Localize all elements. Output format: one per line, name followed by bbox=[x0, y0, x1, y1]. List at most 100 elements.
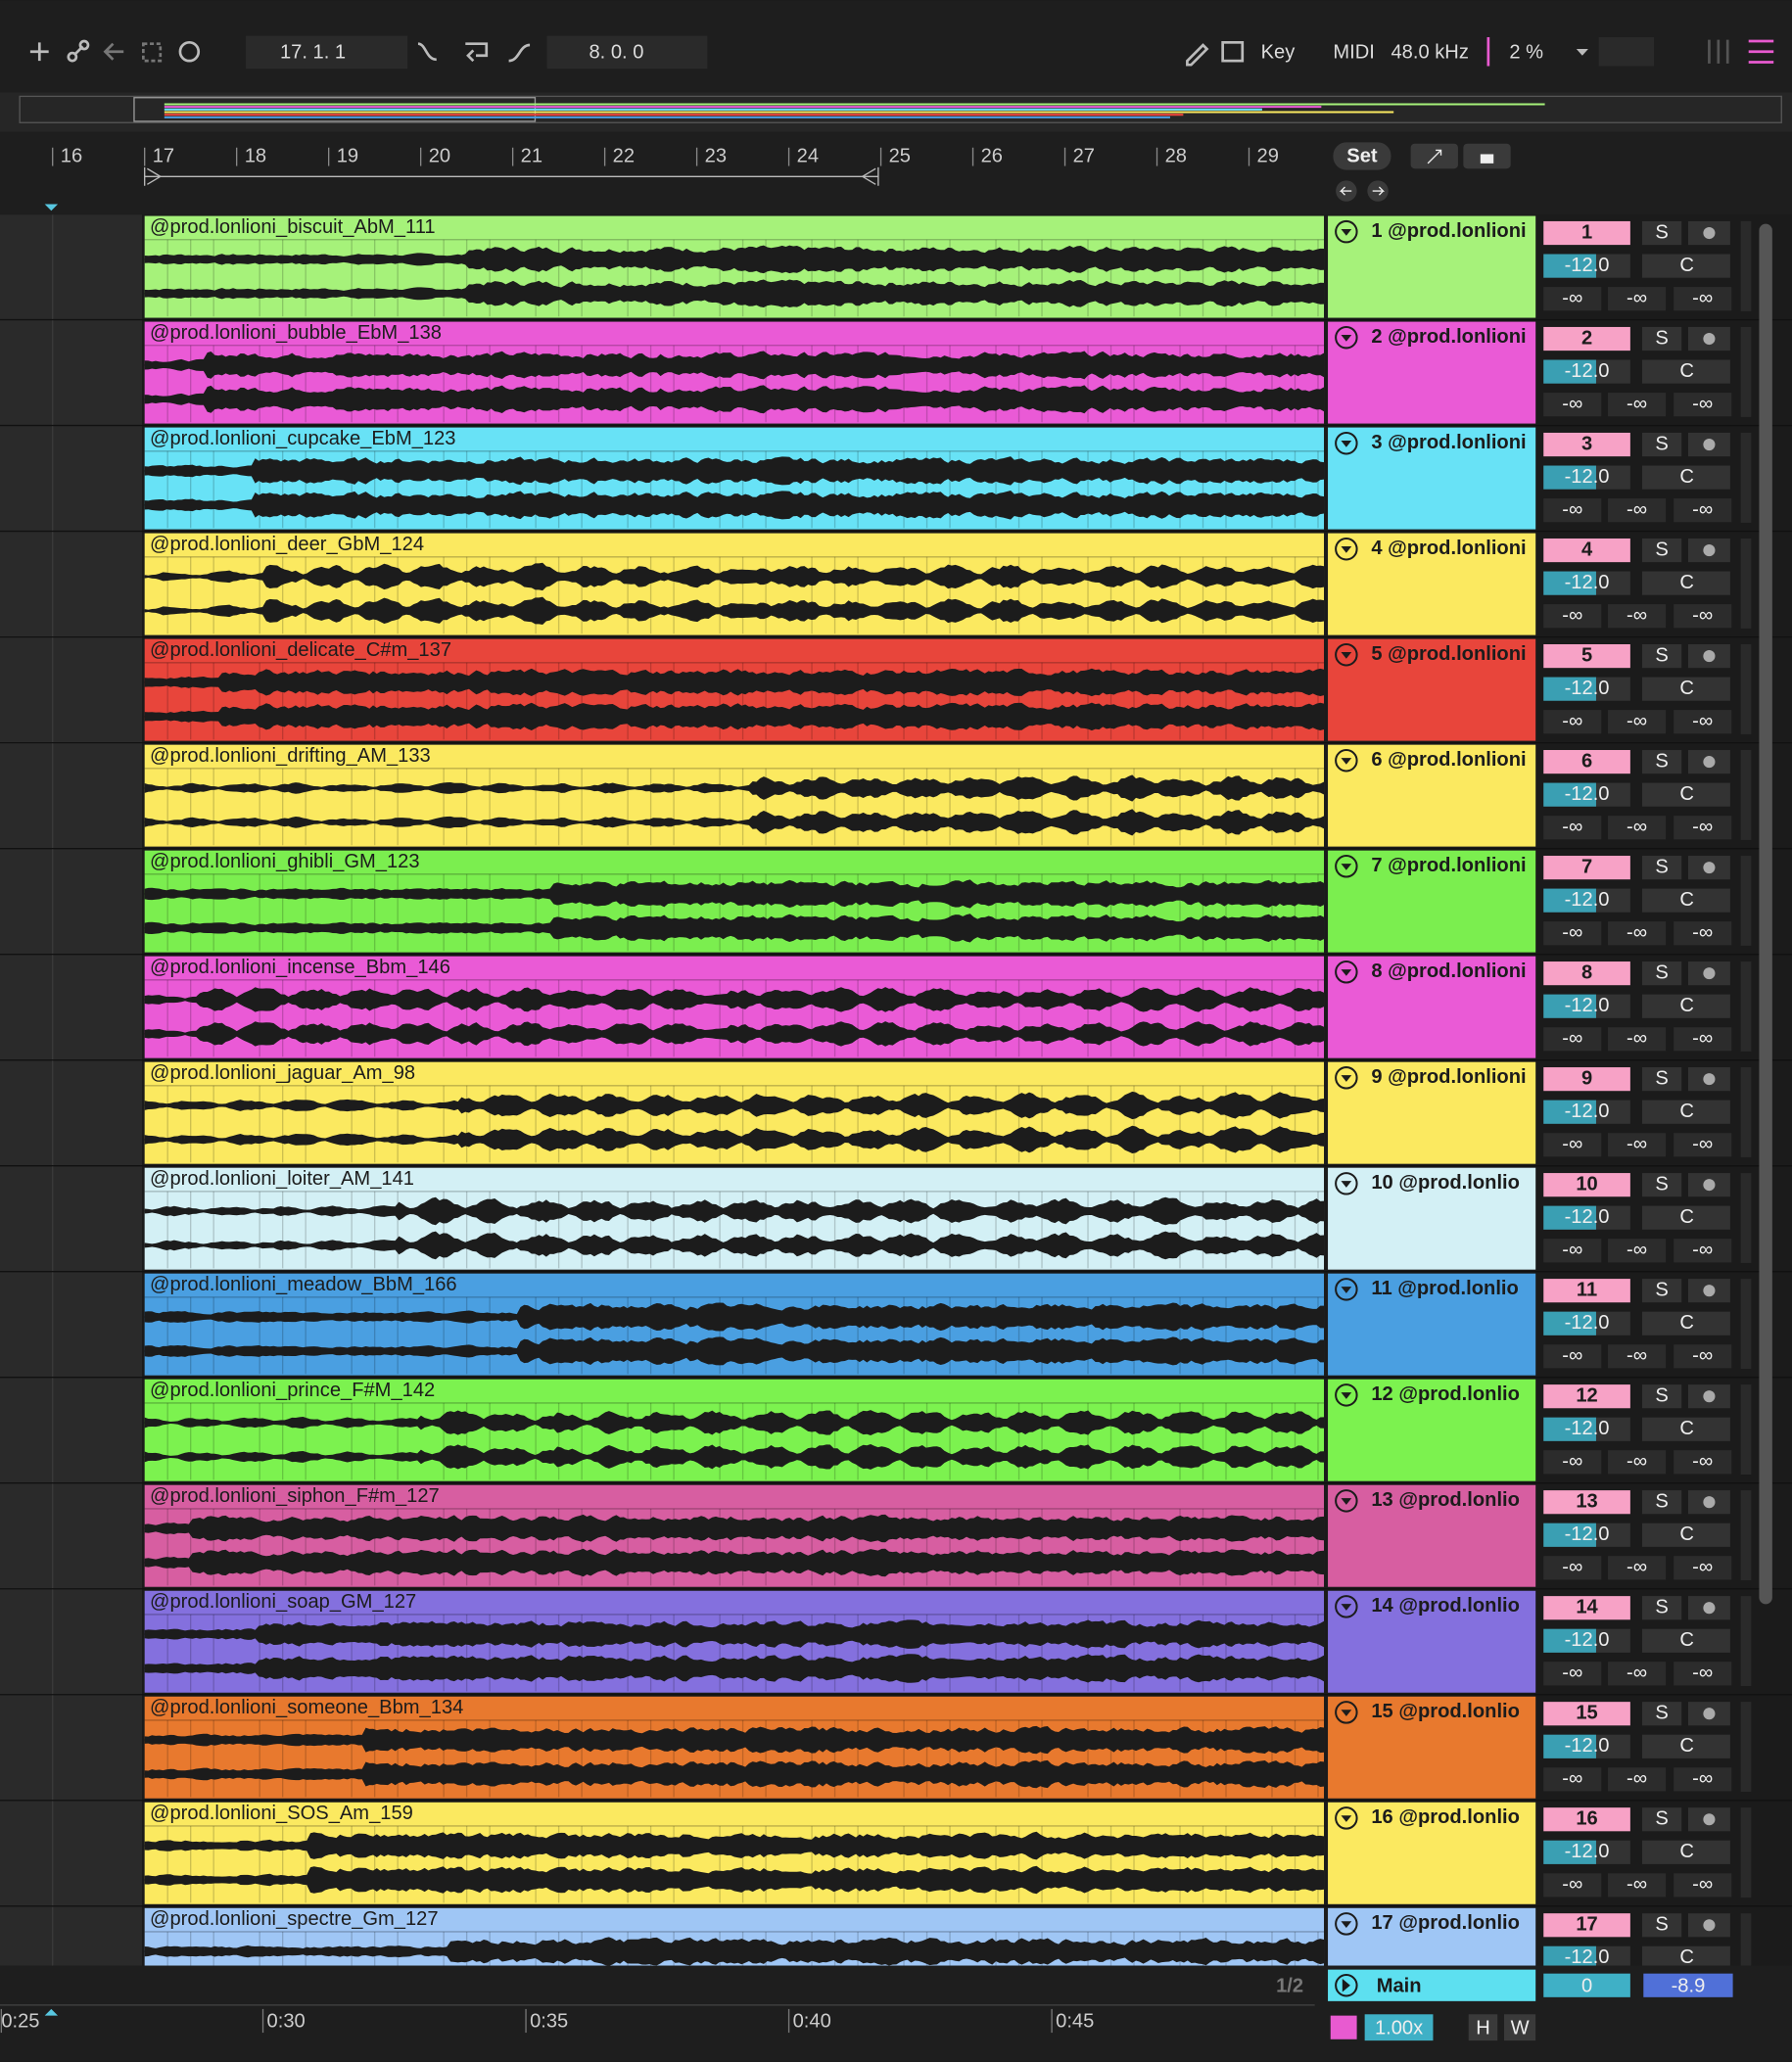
solo-box[interactable] bbox=[1641, 326, 1682, 351]
track-header[interactable] bbox=[1328, 1907, 1536, 2010]
track-number-box[interactable] bbox=[1543, 856, 1630, 880]
solo-box[interactable] bbox=[1641, 432, 1682, 457]
fold-button[interactable] bbox=[1335, 749, 1358, 773]
add-icon[interactable] bbox=[29, 42, 49, 62]
pan-box[interactable] bbox=[1641, 359, 1730, 384]
solo-box[interactable] bbox=[1641, 220, 1682, 246]
fold-button[interactable] bbox=[1335, 325, 1358, 350]
cpu-dropdown[interactable] bbox=[1576, 49, 1588, 56]
solo-box[interactable] bbox=[1641, 1279, 1682, 1303]
curve-icon[interactable] bbox=[508, 43, 531, 63]
scrollbar[interactable] bbox=[1759, 223, 1772, 1605]
track-header[interactable] bbox=[1328, 638, 1536, 741]
track-header[interactable] bbox=[1328, 427, 1536, 530]
fold-button[interactable] bbox=[1335, 1806, 1358, 1830]
track-number-box[interactable] bbox=[1543, 1913, 1630, 1938]
solo-box[interactable] bbox=[1641, 961, 1682, 986]
track-number-box[interactable] bbox=[1543, 538, 1630, 563]
fold-button[interactable] bbox=[1335, 537, 1358, 561]
fold-button[interactable] bbox=[1335, 431, 1358, 455]
solo-box[interactable] bbox=[1641, 1807, 1682, 1832]
solo-box[interactable] bbox=[1641, 1490, 1682, 1515]
track-number-box[interactable] bbox=[1543, 1279, 1630, 1303]
position-box[interactable] bbox=[246, 35, 408, 70]
track-header[interactable] bbox=[1328, 1273, 1536, 1376]
fold-button[interactable] bbox=[1335, 219, 1358, 244]
track-header[interactable] bbox=[1328, 1590, 1536, 1693]
track-number-box[interactable] bbox=[1543, 750, 1630, 774]
track-header[interactable] bbox=[1328, 850, 1536, 953]
loop-icon[interactable] bbox=[465, 42, 489, 63]
fold-button[interactable] bbox=[1335, 1066, 1358, 1090]
pan-box[interactable] bbox=[1641, 888, 1730, 913]
track-number-box[interactable] bbox=[1543, 432, 1630, 457]
fold-button[interactable] bbox=[1335, 1595, 1358, 1618]
track-number-box[interactable] bbox=[1543, 1702, 1630, 1726]
track-number-box[interactable] bbox=[1543, 1067, 1630, 1092]
main-play[interactable] bbox=[1335, 1973, 1358, 1997]
solo-box[interactable] bbox=[1641, 1384, 1682, 1409]
pan-box[interactable] bbox=[1641, 571, 1730, 595]
track-header[interactable] bbox=[1328, 1802, 1536, 1904]
fold-button[interactable] bbox=[1335, 1701, 1358, 1724]
w-button-bg[interactable] bbox=[1503, 2014, 1536, 2041]
pan-box[interactable] bbox=[1641, 254, 1730, 278]
key-button[interactable]: Key bbox=[1261, 41, 1297, 63]
solo-box[interactable] bbox=[1641, 1173, 1682, 1197]
main-header[interactable] bbox=[1328, 1969, 1536, 2001]
track-number-box[interactable] bbox=[1543, 1490, 1630, 1515]
track-header[interactable] bbox=[1328, 1167, 1536, 1270]
loop-markers[interactable] bbox=[147, 167, 876, 185]
link-icon[interactable] bbox=[67, 51, 78, 63]
fold-button[interactable] bbox=[1335, 1489, 1358, 1513]
main-volume-box[interactable] bbox=[1543, 1973, 1630, 1997]
track-header[interactable] bbox=[1328, 533, 1536, 635]
solo-box[interactable] bbox=[1641, 1596, 1682, 1620]
track-header[interactable] bbox=[1328, 1061, 1536, 1164]
track-header[interactable] bbox=[1328, 215, 1536, 318]
pan-box[interactable] bbox=[1641, 1734, 1730, 1758]
track-number-box[interactable] bbox=[1543, 326, 1630, 351]
h-button[interactable]: H bbox=[1476, 2017, 1490, 2039]
fold-button[interactable] bbox=[1335, 1172, 1358, 1195]
length-box[interactable] bbox=[546, 35, 708, 70]
solo-box[interactable] bbox=[1641, 538, 1682, 563]
record-icon[interactable] bbox=[178, 41, 201, 63]
set-button[interactable]: Set bbox=[1346, 145, 1378, 166]
track-header[interactable] bbox=[1328, 956, 1536, 1058]
track-number-box[interactable] bbox=[1543, 643, 1630, 669]
fold-button[interactable] bbox=[1335, 1383, 1358, 1407]
pan-box[interactable] bbox=[1641, 1840, 1730, 1864]
pan-box[interactable] bbox=[1641, 1417, 1730, 1441]
track-number-box[interactable] bbox=[1543, 1807, 1630, 1832]
w-button[interactable]: W bbox=[1511, 2017, 1530, 2039]
fold-button[interactable] bbox=[1335, 855, 1358, 878]
back-icon[interactable] bbox=[103, 42, 124, 61]
track-number-box[interactable] bbox=[1543, 1384, 1630, 1409]
track-number-box[interactable] bbox=[1543, 961, 1630, 986]
solo-box[interactable] bbox=[1641, 643, 1682, 669]
pan-box[interactable] bbox=[1641, 677, 1730, 701]
track-number-box[interactable] bbox=[1543, 1173, 1630, 1197]
pan-box[interactable] bbox=[1641, 1100, 1730, 1124]
fold-button[interactable] bbox=[1335, 1912, 1358, 1936]
pan-box[interactable] bbox=[1641, 994, 1730, 1018]
pan-box[interactable] bbox=[1641, 1523, 1730, 1547]
pan-box[interactable] bbox=[1641, 1205, 1730, 1230]
loop-brace[interactable] bbox=[144, 166, 879, 186]
h-button-bg[interactable] bbox=[1468, 2014, 1498, 2041]
track-header[interactable] bbox=[1328, 1696, 1536, 1799]
set-button-bg[interactable] bbox=[1333, 142, 1391, 170]
track-header[interactable] bbox=[1328, 321, 1536, 424]
keys-icon[interactable] bbox=[1221, 41, 1245, 63]
track-number-box[interactable] bbox=[1543, 1596, 1630, 1620]
warp-icon[interactable] bbox=[1330, 2015, 1357, 2039]
solo-box[interactable] bbox=[1641, 856, 1682, 880]
track-number-box[interactable] bbox=[1543, 220, 1630, 246]
track-header[interactable] bbox=[1328, 1379, 1536, 1481]
pan-box[interactable] bbox=[1641, 782, 1730, 807]
solo-box[interactable] bbox=[1641, 1702, 1682, 1726]
menu-icon[interactable] bbox=[1748, 39, 1774, 64]
pan-box[interactable] bbox=[1641, 1628, 1730, 1653]
track-header[interactable] bbox=[1328, 744, 1536, 847]
